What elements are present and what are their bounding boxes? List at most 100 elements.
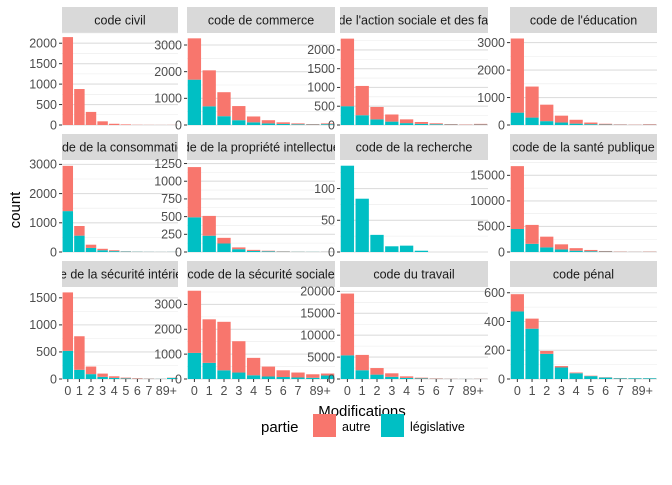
x-tick-label: 4 bbox=[573, 384, 580, 398]
y-tick-label: 0 bbox=[328, 372, 335, 386]
bar-legislative-4 bbox=[400, 378, 413, 379]
y-tick-label: 400 bbox=[484, 315, 505, 329]
legend-label-1: autre bbox=[342, 420, 371, 434]
bar-legislative-1 bbox=[356, 199, 369, 252]
bar-legislative-7 bbox=[291, 378, 304, 379]
bar-legislative-2 bbox=[370, 375, 383, 379]
x-tick-label: 2 bbox=[221, 384, 228, 398]
facet-strip-label: code de la consommation bbox=[49, 141, 191, 155]
x-tick-label: 4 bbox=[403, 384, 410, 398]
bar-autre-6 bbox=[132, 378, 142, 379]
bar-legislative-2 bbox=[217, 370, 230, 379]
y-tick-label: 1500 bbox=[29, 57, 57, 71]
bar-autre-7 bbox=[291, 123, 304, 124]
bar-autre-0 bbox=[511, 294, 524, 311]
bar-legislative-4 bbox=[570, 373, 583, 379]
bar-autre-1 bbox=[525, 87, 538, 118]
bar-legislative-9+ bbox=[643, 378, 656, 379]
x-tick-label: 2 bbox=[543, 384, 550, 398]
bar-legislative-7 bbox=[614, 378, 627, 379]
bar-legislative-2 bbox=[217, 116, 230, 125]
bar-autre-2 bbox=[540, 105, 553, 121]
bar-legislative-5 bbox=[415, 124, 428, 125]
y-tick-label: 20000 bbox=[300, 285, 335, 299]
x-tick-label: 6 bbox=[280, 384, 287, 398]
bar-legislative-3 bbox=[555, 249, 568, 252]
bar-autre-8 bbox=[306, 124, 319, 125]
bar-legislative-5 bbox=[584, 124, 597, 125]
bar-autre-4 bbox=[247, 250, 260, 251]
bar-legislative-5 bbox=[584, 376, 597, 379]
x-tick-label: 5 bbox=[418, 384, 425, 398]
bar-legislative-3 bbox=[555, 123, 568, 125]
bar-autre-5 bbox=[121, 378, 131, 379]
facet-strip-label: code du travail bbox=[373, 268, 454, 282]
y-tick-label: 3000 bbox=[154, 38, 182, 52]
bar-legislative-1 bbox=[203, 106, 216, 125]
x-tick-label: 6 bbox=[134, 384, 141, 398]
y-tick-label: 10000 bbox=[470, 194, 505, 208]
bar-autre-2 bbox=[370, 368, 383, 375]
y-tick-label: 2000 bbox=[154, 65, 182, 79]
y-tick-label: 500 bbox=[314, 100, 335, 114]
x-tick-label: 5 bbox=[587, 384, 594, 398]
bar-autre-2 bbox=[540, 237, 553, 248]
bar-autre-3 bbox=[385, 373, 398, 377]
bar-autre-5 bbox=[121, 124, 131, 125]
x-tick-label: 89+ bbox=[156, 384, 177, 398]
bar-legislative-4 bbox=[109, 251, 119, 252]
x-tick-label: 1 bbox=[206, 384, 213, 398]
x-tick-label: 3 bbox=[558, 384, 565, 398]
bar-autre-3 bbox=[555, 366, 568, 367]
bar-autre-1 bbox=[525, 225, 538, 244]
y-tick-label: 10000 bbox=[300, 328, 335, 342]
bar-legislative-2 bbox=[370, 119, 383, 125]
y-tick-label: 2000 bbox=[477, 63, 505, 77]
y-tick-label: 1000 bbox=[29, 216, 57, 230]
bar-autre-4 bbox=[109, 250, 119, 251]
y-tick-label: 0 bbox=[175, 372, 182, 386]
bar-legislative-2 bbox=[86, 248, 96, 252]
bar-autre-0 bbox=[511, 38, 524, 112]
y-tick-label: 0 bbox=[175, 118, 182, 132]
bar-legislative-4 bbox=[247, 251, 260, 252]
y-tick-label: 1500 bbox=[29, 291, 57, 305]
bar-autre-3 bbox=[97, 121, 107, 125]
y-tick-label: 1250 bbox=[154, 157, 182, 171]
x-tick-label: 5 bbox=[122, 384, 129, 398]
bar-autre-3 bbox=[555, 116, 568, 123]
bar-legislative-5 bbox=[262, 377, 275, 379]
y-tick-label: 15000 bbox=[300, 307, 335, 321]
y-tick-label: 3000 bbox=[154, 298, 182, 312]
bar-legislative-3 bbox=[232, 373, 245, 379]
y-tick-label: 5000 bbox=[307, 350, 335, 364]
x-tick-label: 5 bbox=[265, 384, 272, 398]
bar-autre-4 bbox=[400, 376, 413, 378]
y-tick-label: 250 bbox=[161, 228, 182, 242]
facet-strip-label: code de l'éducation bbox=[530, 14, 637, 28]
bar-legislative-2 bbox=[540, 247, 553, 252]
bar-autre-0 bbox=[63, 292, 73, 350]
bar-autre-0 bbox=[63, 166, 73, 211]
y-tick-label: 0 bbox=[50, 245, 57, 259]
y-tick-label: 5000 bbox=[477, 220, 505, 234]
bar-legislative-2 bbox=[86, 374, 96, 379]
y-tick-label: 200 bbox=[484, 344, 505, 358]
bar-legislative-4 bbox=[109, 378, 119, 379]
bar-legislative-0 bbox=[188, 217, 201, 252]
x-tick-label: 6 bbox=[602, 384, 609, 398]
bar-autre-2 bbox=[370, 107, 383, 119]
x-tick-label: 3 bbox=[235, 384, 242, 398]
x-tick-label: 1 bbox=[359, 384, 366, 398]
y-tick-label: 0 bbox=[328, 118, 335, 132]
bar-autre-3 bbox=[97, 374, 107, 377]
bar-legislative-1 bbox=[525, 329, 538, 379]
y-tick-label: 0 bbox=[498, 245, 505, 259]
x-tick-label: 0 bbox=[514, 384, 521, 398]
bar-legislative-0 bbox=[511, 113, 524, 125]
bar-legislative-1 bbox=[203, 236, 216, 252]
bar-autre-3 bbox=[385, 114, 398, 121]
bar-autre-5 bbox=[262, 367, 275, 377]
